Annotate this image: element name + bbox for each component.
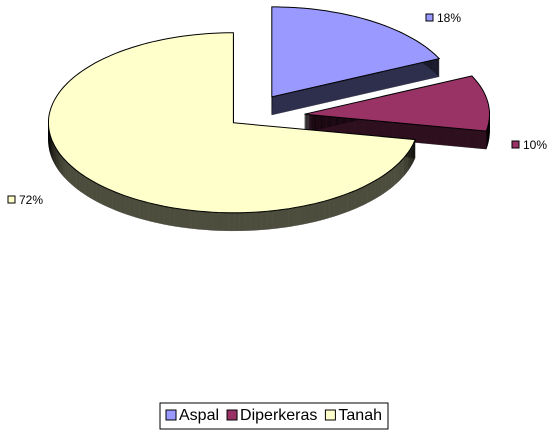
slice bbox=[304, 75, 490, 132]
data-label: 18% bbox=[437, 11, 461, 25]
legend-box bbox=[159, 402, 389, 430]
legend-label: Aspal bbox=[179, 407, 219, 424]
legend-swatch bbox=[226, 409, 238, 421]
label-swatch bbox=[425, 13, 434, 22]
legend-label: Diperkeras bbox=[240, 407, 317, 424]
slice bbox=[48, 32, 416, 214]
slice bbox=[271, 6, 441, 98]
legend-label: Tanah bbox=[338, 407, 382, 424]
data-label: 72% bbox=[19, 193, 43, 207]
legend-swatch bbox=[324, 409, 336, 421]
label-swatch bbox=[511, 140, 520, 149]
legend: Aspal Diperkeras Tanah bbox=[159, 402, 389, 430]
data-label: 10% bbox=[523, 138, 547, 152]
legend-swatch bbox=[165, 409, 177, 421]
label-swatch bbox=[7, 195, 16, 204]
